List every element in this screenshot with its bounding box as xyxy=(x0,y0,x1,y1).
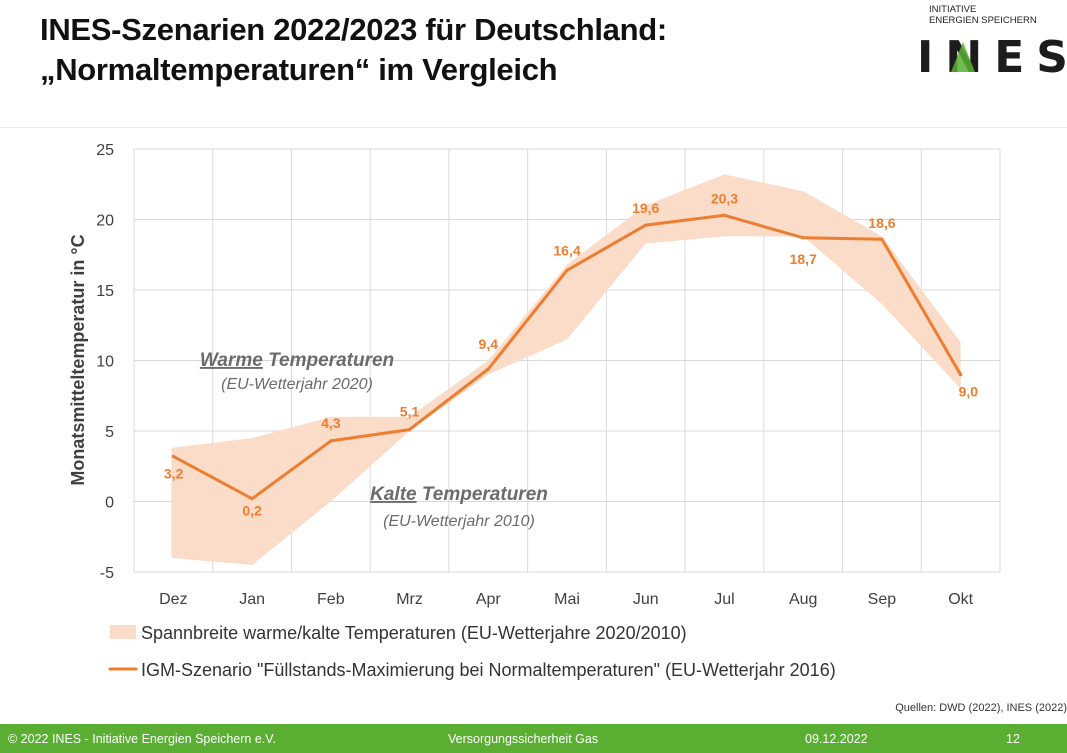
y-tick-label: 5 xyxy=(105,424,114,441)
logo-subtitle: INITIATIVE ENERGIEN SPEICHERN xyxy=(929,4,1037,26)
slide-title-line2: „Normaltemperaturen“ im Vergleich xyxy=(40,52,558,87)
annotation-warm-title: Warme Temperaturen xyxy=(200,350,394,371)
annotation-kalt-title: Kalte Temperaturen xyxy=(370,484,548,505)
y-tick-label: 25 xyxy=(96,142,114,159)
data-point xyxy=(644,223,648,227)
x-tick-label: Mai xyxy=(554,591,580,608)
annotation-rest: Temperaturen xyxy=(263,350,394,371)
data-point xyxy=(880,237,884,241)
x-tick-label: Aug xyxy=(789,591,817,608)
y-tick-label: 0 xyxy=(105,495,114,512)
y-tick-label: -5 xyxy=(100,565,114,582)
legend-band-swatch xyxy=(110,625,136,639)
slide-title-line1: INES-Szenarien 2022/2023 für Deutschland… xyxy=(40,12,667,47)
data-label: 9,0 xyxy=(959,384,979,400)
data-label: 9,4 xyxy=(479,336,499,352)
data-label: 19,6 xyxy=(632,200,659,216)
footer-bar: © 2022 INES - Initiative Energien Speich… xyxy=(0,724,1067,753)
chart-gridlines xyxy=(133,148,1001,573)
footer-date: 09.12.2022 xyxy=(805,732,868,746)
y-tick-label: 20 xyxy=(96,213,114,230)
chart-annotations: Warme Temperaturen (EU-Wetterjahr 2020) Ka… xyxy=(200,350,548,530)
source-note: Quellen: DWD (2022), INES (2022) xyxy=(895,702,1067,714)
data-labels: 3,2 0,2 4,3 5,1 9,4 16,4 19,6 20,3 18,7 18,6 9,0 xyxy=(164,190,978,518)
annotation-warm-subtitle: (EU-Wetterjahr 2020) xyxy=(221,376,373,393)
ines-logo: INITIATIVE ENERGIEN SPEICHERN INES xyxy=(917,4,1067,83)
data-label: 18,7 xyxy=(790,251,817,267)
x-tick-label: Jul xyxy=(714,591,734,608)
data-point xyxy=(486,367,490,371)
x-tick-label: Okt xyxy=(948,591,973,608)
chart-legend: Spannbreite warme/kalte Temperaturen (EU… xyxy=(108,623,836,680)
data-point xyxy=(801,236,805,240)
annotation-kalt-subtitle: (EU-Wetterjahr 2010) xyxy=(383,513,535,530)
footer-topic: Versorgungssicherheit Gas xyxy=(448,732,599,746)
y-tick-label: 10 xyxy=(96,354,114,371)
slide-title: INES-Szenarien 2022/2023 für Deutschland… xyxy=(40,10,667,90)
annotation-rest: Temperaturen xyxy=(417,484,548,505)
data-point xyxy=(329,439,333,443)
data-point xyxy=(407,427,412,432)
data-label: 5,1 xyxy=(400,404,420,420)
header-divider xyxy=(0,127,1067,128)
data-point xyxy=(959,373,963,377)
data-label: 18,6 xyxy=(868,215,895,231)
data-label: 16,4 xyxy=(553,242,580,258)
y-axis-tick-labels: -5 0 5 10 15 20 25 xyxy=(96,142,114,582)
scenario-line-series xyxy=(171,213,963,501)
x-tick-label: Dez xyxy=(159,591,187,608)
logo-subtitle-line2: ENERGIEN SPEICHERN xyxy=(929,15,1037,26)
x-axis-tick-labels: Dez Jan Feb Mrz Apr Mai Jun Jul Aug Sep Okt xyxy=(159,591,973,608)
y-axis-title: Monatsmitteltemperatur in °C xyxy=(68,234,88,485)
data-point xyxy=(722,213,727,217)
x-tick-label: Feb xyxy=(317,591,345,608)
x-tick-label: Jan xyxy=(239,591,265,608)
x-tick-label: Sep xyxy=(868,591,897,608)
logo-subtitle-line1: INITIATIVE xyxy=(929,4,977,15)
legend-label-line: IGM-Szenario "Füllstands-Maximierung bei… xyxy=(141,660,836,680)
range-band-area xyxy=(171,174,961,565)
x-tick-label: Jun xyxy=(633,591,659,608)
logo-green-mark-icon xyxy=(951,42,975,72)
footer-page-number: 12 xyxy=(1006,732,1020,746)
x-tick-label: Mrz xyxy=(396,591,423,608)
x-tick-label: Apr xyxy=(476,591,502,608)
data-label: 4,3 xyxy=(321,415,341,431)
data-label: 3,2 xyxy=(164,465,184,481)
y-tick-label: 15 xyxy=(96,283,114,300)
footer-copyright: © 2022 INES - Initiative Energien Speich… xyxy=(8,732,276,746)
data-point xyxy=(565,268,569,272)
data-point xyxy=(171,454,175,458)
temperature-chart: -5 0 5 10 15 20 25 Dez Jan Feb Mrz Apr Mai Jun Jul Aug… xyxy=(68,142,1001,680)
legend-label-band: Spannbreite warme/kalte Temperaturen (EU… xyxy=(141,623,687,643)
temperature-range-band xyxy=(171,174,961,565)
annotation-emphasis: Warme xyxy=(200,350,263,371)
data-label: 20,3 xyxy=(711,190,738,206)
data-point xyxy=(250,497,254,501)
logo-wordmark: INES xyxy=(917,32,1067,83)
data-label: 0,2 xyxy=(242,503,262,519)
annotation-emphasis: Kalte xyxy=(370,484,417,505)
